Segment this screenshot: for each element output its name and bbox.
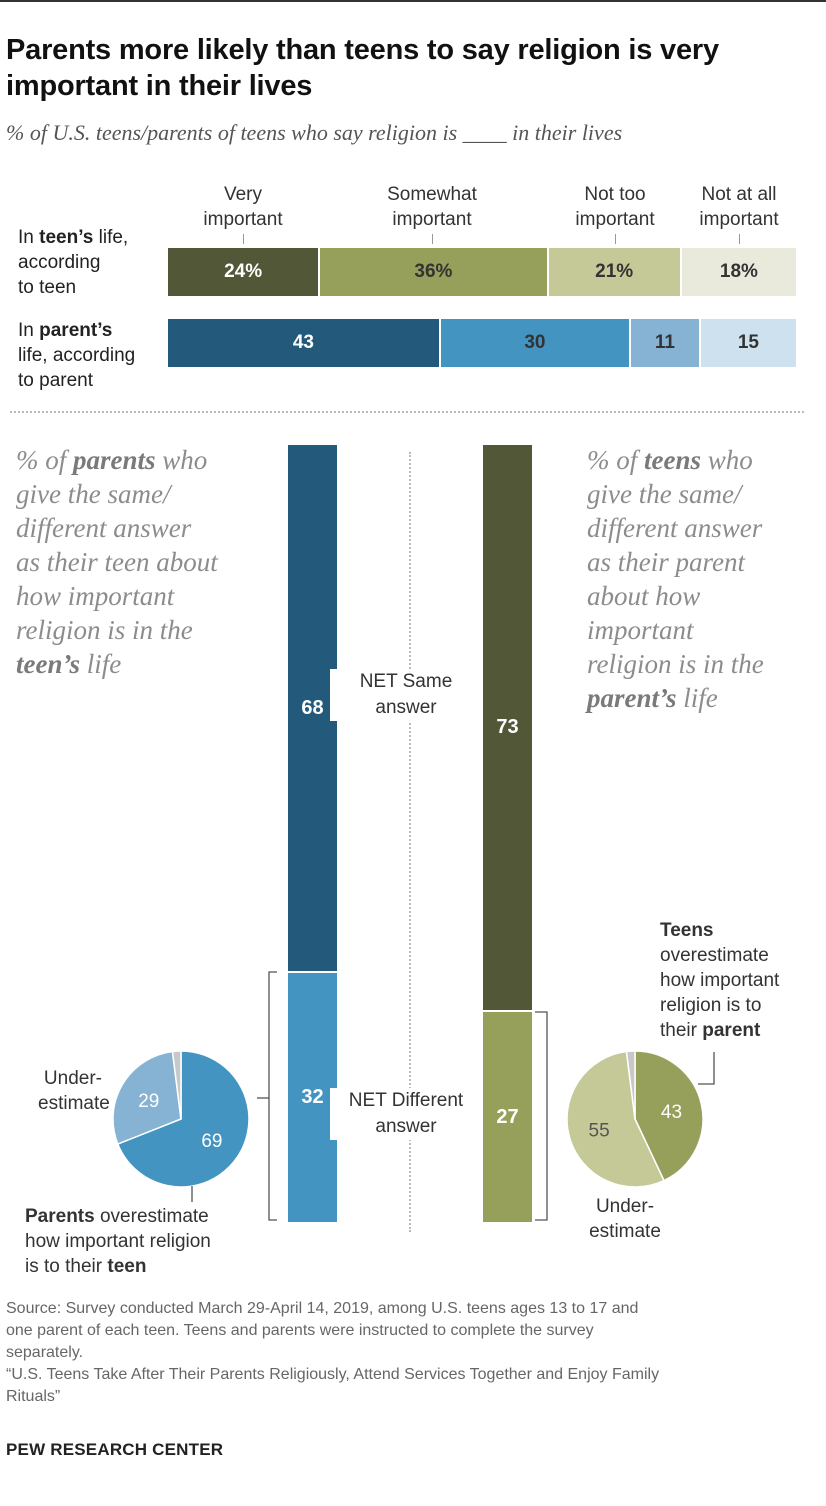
left-over-label: Parents overestimate how important relig…	[25, 1206, 211, 1277]
stacked-bar-parent: 43 30 11 15	[168, 319, 796, 367]
col-head-not-too: Not too important	[575, 184, 655, 230]
pie-slice	[171, 1050, 182, 1120]
pie-parents: 69 29	[112, 1050, 250, 1188]
chart-subtitle: % of U.S. teens/parents of teens who say…	[6, 120, 623, 145]
bar-segment-very: 24%	[168, 248, 321, 296]
tick-very	[243, 234, 244, 244]
vbar-teens: 73 27	[483, 445, 532, 1222]
bar-segment-not-too: 21%	[548, 248, 682, 296]
pie-teens: 43 55	[566, 1050, 704, 1188]
tick-somewhat	[432, 234, 433, 244]
pie-slice	[634, 1050, 704, 1182]
tick-not-at-all	[739, 234, 740, 244]
pie-slice	[116, 1050, 250, 1188]
pie-slice-label: 29	[138, 1091, 159, 1112]
center-divider	[409, 452, 411, 1232]
right-pie-leader	[698, 1052, 715, 1085]
net-different-label: NET Different answer	[330, 1088, 482, 1140]
pie-slice	[566, 1050, 665, 1188]
vbar-different-segment: 27	[483, 1012, 532, 1222]
bar-segment-not-too: 11	[631, 319, 701, 367]
bar-segment-not-at-all: 18%	[681, 248, 796, 296]
left-bracket	[257, 971, 277, 1221]
col-head-not-at-all: Not at all important	[699, 184, 779, 230]
tick-not-too	[615, 234, 616, 244]
vbar-parents: 68 32	[288, 445, 337, 1222]
row-label-teen: In teen’s life, according to teen	[18, 227, 129, 298]
vbar-same-segment: 68	[288, 445, 337, 974]
pie-slice-label: 69	[201, 1131, 222, 1152]
right-under-label: Under-estimate	[589, 1196, 661, 1242]
col-head-very: Very important	[203, 184, 283, 230]
org-name: PEW RESEARCH CENTER	[6, 1440, 224, 1459]
stacked-bar-teen: 24% 36% 21% 18%	[168, 248, 796, 296]
bar-segment-somewhat: 30	[440, 319, 632, 367]
pie-slice	[625, 1050, 636, 1120]
left-pie-leader	[191, 1186, 193, 1202]
pie-slice-label: 55	[589, 1120, 610, 1141]
right-note: % of teens who give the same/ different …	[587, 445, 764, 713]
bar-segment-not-at-all: 15	[700, 319, 796, 367]
top-rule	[0, 0, 826, 2]
vbar-same-segment: 73	[483, 445, 532, 1013]
source-note: Source: Survey conducted March 29-April …	[6, 1300, 660, 1405]
chart-title: Parents more likely than teens to say re…	[6, 34, 719, 102]
vbar-different-segment: 32	[288, 973, 337, 1222]
row-label-parent: In parent’s life, according to parent	[18, 320, 136, 391]
bar-segment-somewhat: 36%	[320, 248, 549, 296]
left-note: % of parents who give the same/ differen…	[16, 445, 218, 679]
bar-segment-very: 43	[168, 319, 441, 367]
left-under-label: Under-estimate	[38, 1068, 110, 1114]
pie-slice-label: 43	[661, 1102, 682, 1123]
right-bracket	[535, 1011, 548, 1221]
col-head-somewhat: Somewhat important	[387, 184, 477, 230]
section-divider	[10, 411, 804, 413]
pie-slice	[112, 1050, 182, 1146]
right-over-label: Teens overestimate how important religio…	[660, 920, 780, 1041]
net-same-label: NET Same answer	[330, 669, 482, 721]
